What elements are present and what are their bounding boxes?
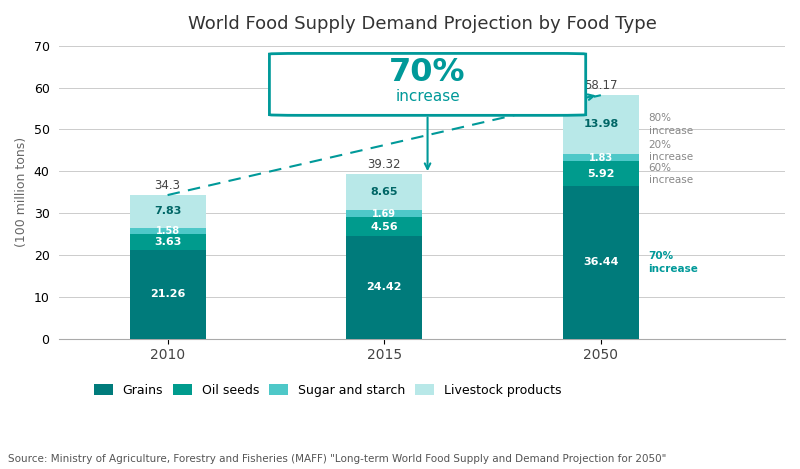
Text: 1.69: 1.69 xyxy=(372,209,396,219)
Bar xyxy=(563,154,638,161)
Title: World Food Supply Demand Projection by Food Type: World Food Supply Demand Projection by F… xyxy=(188,15,657,33)
Bar xyxy=(346,236,422,339)
Bar xyxy=(130,228,206,234)
Text: 3.63: 3.63 xyxy=(154,237,182,247)
Text: 1.83: 1.83 xyxy=(589,152,613,162)
Y-axis label: (100 million tons): (100 million tons) xyxy=(15,137,28,247)
Text: 21.26: 21.26 xyxy=(150,289,186,299)
Bar xyxy=(563,95,638,154)
Text: 13.98: 13.98 xyxy=(583,120,618,129)
Text: increase: increase xyxy=(395,89,460,104)
Text: 70%
increase: 70% increase xyxy=(649,251,698,273)
Text: 60%
increase: 60% increase xyxy=(649,163,693,185)
Text: 70%: 70% xyxy=(390,57,466,88)
Bar xyxy=(346,174,422,210)
Text: 58.17: 58.17 xyxy=(584,79,618,92)
Bar xyxy=(130,250,206,339)
Bar xyxy=(346,210,422,217)
Text: 80%
increase: 80% increase xyxy=(649,113,693,136)
Text: Source: Ministry of Agriculture, Forestry and Fisheries (MAFF) "Long-term World : Source: Ministry of Agriculture, Forestr… xyxy=(8,454,666,464)
Bar xyxy=(563,186,638,339)
Text: 5.92: 5.92 xyxy=(587,169,614,179)
Text: 1.58: 1.58 xyxy=(155,226,180,236)
FancyBboxPatch shape xyxy=(270,53,586,115)
Text: 8.65: 8.65 xyxy=(370,187,398,197)
Text: 39.32: 39.32 xyxy=(367,158,401,171)
Bar xyxy=(346,217,422,236)
Bar xyxy=(563,161,638,186)
Bar xyxy=(130,195,206,228)
Bar xyxy=(130,234,206,250)
Legend: Grains, Oil seeds, Sugar and starch, Livestock products: Grains, Oil seeds, Sugar and starch, Liv… xyxy=(94,384,562,397)
Text: 7.83: 7.83 xyxy=(154,206,182,216)
Text: 20%
increase: 20% increase xyxy=(649,140,693,162)
Text: 4.56: 4.56 xyxy=(370,222,398,232)
Text: 36.44: 36.44 xyxy=(583,257,618,267)
Text: 24.42: 24.42 xyxy=(366,282,402,293)
Text: 34.3: 34.3 xyxy=(154,179,181,192)
